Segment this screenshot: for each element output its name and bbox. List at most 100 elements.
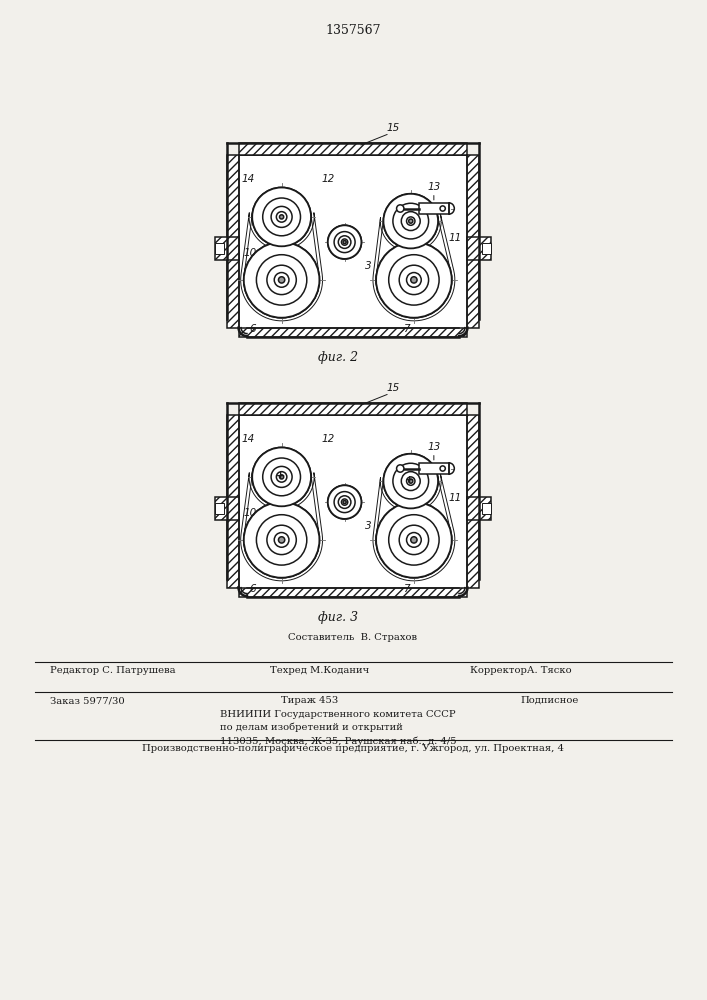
Bar xyxy=(238,403,467,415)
Polygon shape xyxy=(400,481,428,541)
Circle shape xyxy=(279,537,285,543)
Circle shape xyxy=(383,194,438,248)
Text: фиг. 2: фиг. 2 xyxy=(318,352,358,364)
Circle shape xyxy=(267,525,296,555)
Circle shape xyxy=(376,502,452,578)
Text: 13: 13 xyxy=(427,442,440,452)
Polygon shape xyxy=(268,477,296,540)
Circle shape xyxy=(244,502,320,578)
Circle shape xyxy=(279,215,284,219)
Circle shape xyxy=(252,448,311,506)
Text: 10: 10 xyxy=(244,508,257,518)
Circle shape xyxy=(244,242,320,318)
Text: Подписное: Подписное xyxy=(520,696,578,705)
Circle shape xyxy=(402,472,420,491)
Circle shape xyxy=(399,525,428,555)
Text: ВНИИПИ Государственного комитета СССР: ВНИИПИ Государственного комитета СССР xyxy=(220,710,455,719)
Text: Производственно-полиграфическое предприятие, г. Ужгород, ул. Проектная, 4: Производственно-полиграфическое предприя… xyxy=(142,744,564,753)
Circle shape xyxy=(376,242,452,318)
Circle shape xyxy=(252,448,311,506)
Bar xyxy=(216,497,238,520)
Circle shape xyxy=(397,465,404,472)
Text: +: + xyxy=(405,475,414,485)
Text: 6: 6 xyxy=(249,324,256,334)
Circle shape xyxy=(411,277,417,283)
Circle shape xyxy=(399,265,428,295)
Circle shape xyxy=(267,525,296,555)
Circle shape xyxy=(279,277,285,283)
Text: Составитель  В. Страхов: Составитель В. Страхов xyxy=(288,633,418,642)
Text: 15: 15 xyxy=(386,383,399,393)
Circle shape xyxy=(279,215,284,219)
Circle shape xyxy=(267,265,296,295)
Text: 12: 12 xyxy=(322,434,334,444)
Circle shape xyxy=(376,502,452,578)
Text: 12: 12 xyxy=(322,174,334,184)
Text: 13: 13 xyxy=(427,182,440,192)
Circle shape xyxy=(328,485,361,519)
Circle shape xyxy=(328,485,361,519)
Polygon shape xyxy=(400,221,428,281)
Text: Редактор С. Патрушева: Редактор С. Патрушева xyxy=(50,666,175,675)
Circle shape xyxy=(411,537,417,543)
Text: фиг. 3: фиг. 3 xyxy=(318,611,358,624)
Circle shape xyxy=(271,206,292,227)
Circle shape xyxy=(267,265,296,295)
Bar xyxy=(216,243,224,254)
Bar xyxy=(227,155,238,328)
Circle shape xyxy=(411,277,417,283)
Polygon shape xyxy=(268,217,296,280)
Bar xyxy=(467,237,491,260)
Circle shape xyxy=(279,537,285,543)
Circle shape xyxy=(399,525,428,555)
Circle shape xyxy=(440,206,445,211)
Text: 3: 3 xyxy=(365,261,371,271)
Text: 15: 15 xyxy=(386,123,399,133)
Circle shape xyxy=(411,537,417,543)
Text: 7: 7 xyxy=(404,584,410,594)
Circle shape xyxy=(402,472,420,491)
Text: 6: 6 xyxy=(249,584,256,594)
Polygon shape xyxy=(400,221,428,281)
Text: 10: 10 xyxy=(244,248,257,258)
Text: 113035, Москва, Ж-35, Раушская наб., д. 4/5: 113035, Москва, Ж-35, Раушская наб., д. … xyxy=(220,736,457,746)
Bar xyxy=(467,415,479,588)
Polygon shape xyxy=(400,481,428,541)
Circle shape xyxy=(328,225,361,259)
Circle shape xyxy=(409,479,413,483)
Circle shape xyxy=(252,188,311,246)
Text: 11: 11 xyxy=(449,233,462,243)
Circle shape xyxy=(440,466,445,471)
Circle shape xyxy=(244,242,320,318)
Circle shape xyxy=(402,212,420,231)
Circle shape xyxy=(409,219,413,223)
Bar xyxy=(238,155,467,328)
Circle shape xyxy=(343,241,346,244)
Circle shape xyxy=(376,242,452,318)
Circle shape xyxy=(252,188,311,246)
Text: 14: 14 xyxy=(242,174,255,184)
Circle shape xyxy=(383,454,438,508)
Text: Техред М.Коданич: Техред М.Коданич xyxy=(270,666,369,675)
Circle shape xyxy=(271,206,292,227)
Circle shape xyxy=(399,265,428,295)
Bar xyxy=(216,237,238,260)
Bar xyxy=(238,588,467,597)
Text: 1357567: 1357567 xyxy=(325,23,381,36)
Bar xyxy=(238,328,467,337)
Text: 3: 3 xyxy=(365,521,371,531)
Circle shape xyxy=(402,212,420,231)
Bar xyxy=(467,497,491,520)
Polygon shape xyxy=(268,477,296,540)
Circle shape xyxy=(328,225,361,259)
Circle shape xyxy=(244,502,320,578)
Text: Тираж 453: Тираж 453 xyxy=(281,696,339,705)
Bar xyxy=(467,155,479,328)
Text: 11: 11 xyxy=(449,493,462,503)
Text: КорректорА. Тяско: КорректорА. Тяско xyxy=(470,666,572,675)
Circle shape xyxy=(343,241,346,244)
Text: Заказ 5977/30: Заказ 5977/30 xyxy=(50,696,124,705)
Bar xyxy=(419,203,448,214)
Bar xyxy=(419,463,448,474)
Text: 7: 7 xyxy=(404,324,410,334)
